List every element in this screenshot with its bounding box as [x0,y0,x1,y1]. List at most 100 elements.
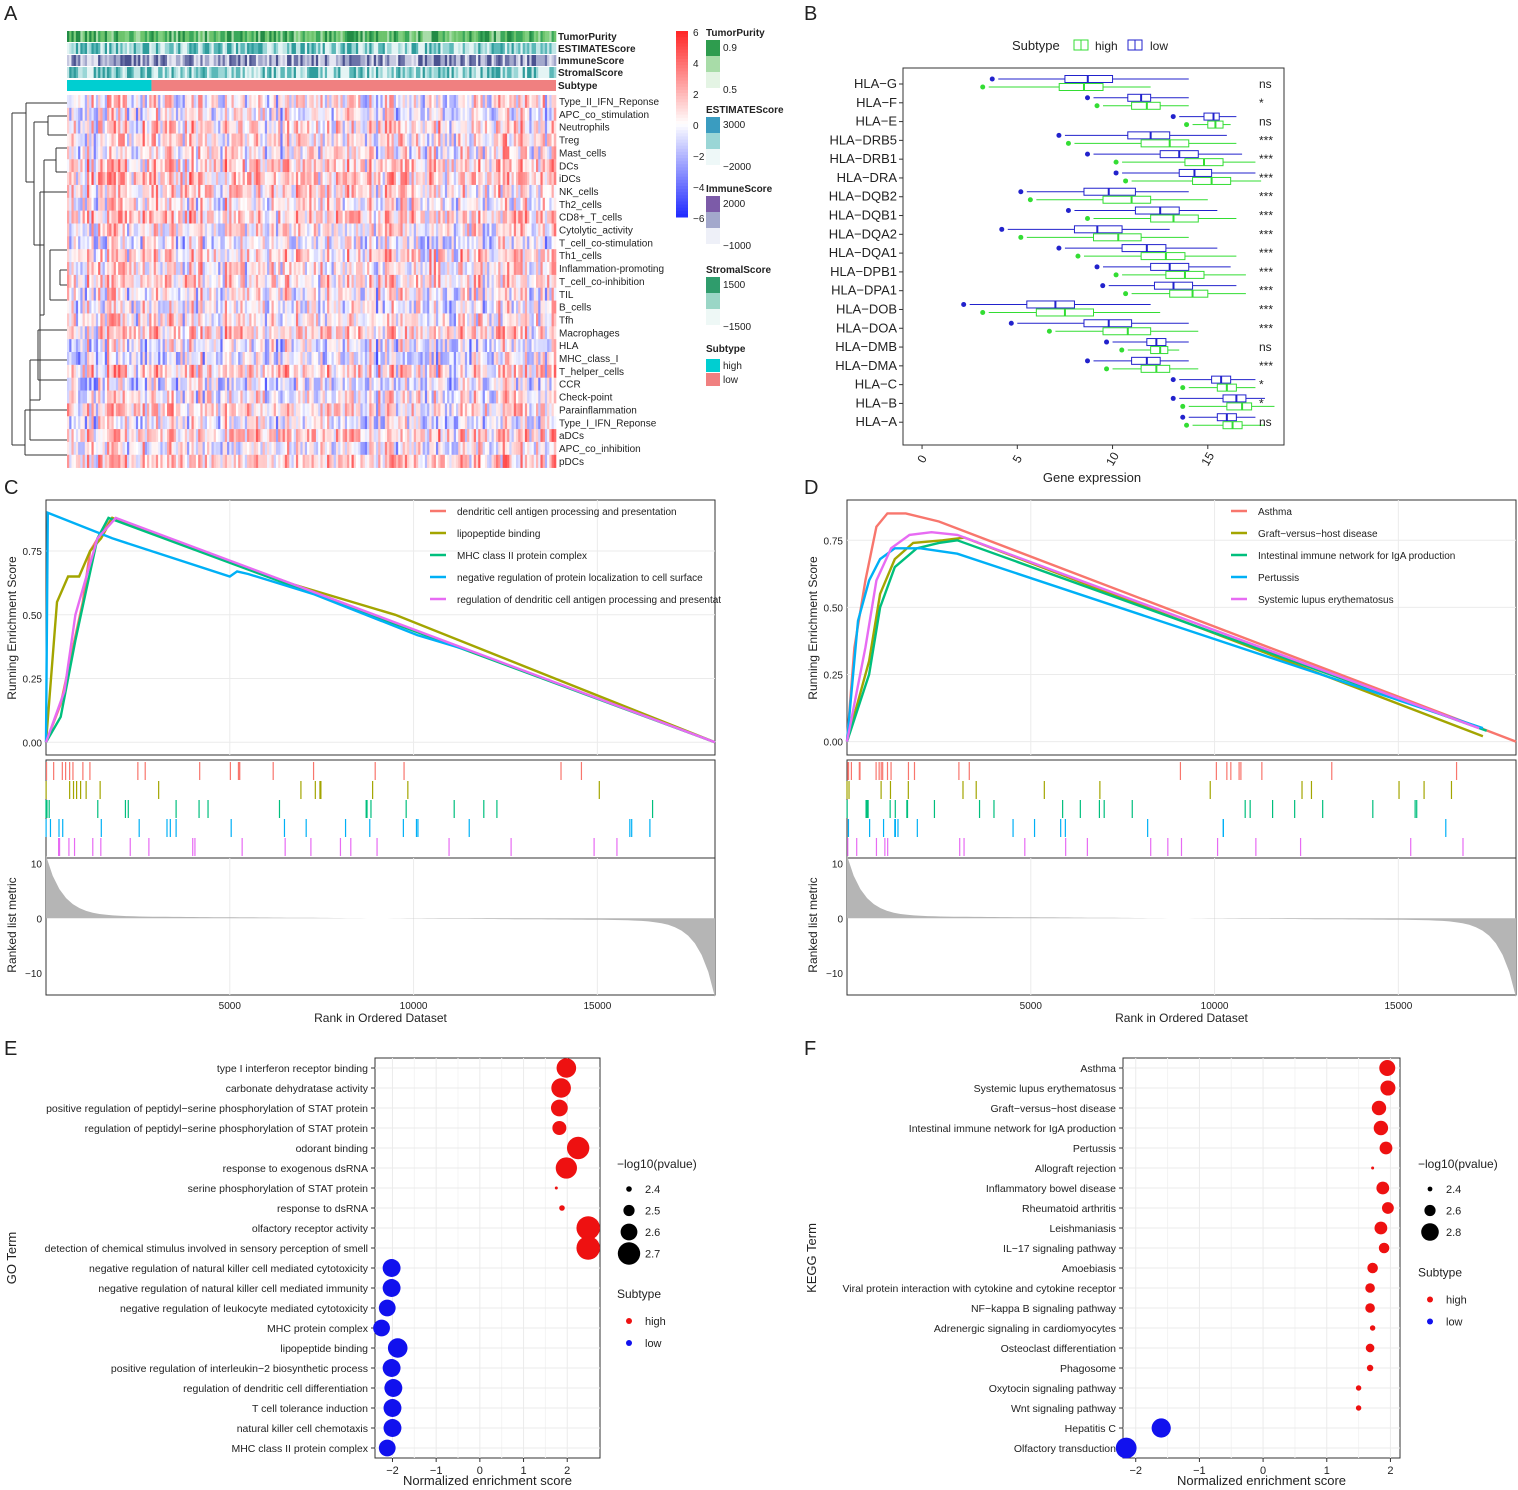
annotation-cell [527,31,530,42]
heatmap-cell [427,184,430,199]
annotation-cell [469,67,472,78]
heatmap-cell [275,300,279,314]
heatmap-cell [295,107,299,121]
heatmap-cell [353,210,357,224]
annotation-cell [320,31,323,42]
heatmap-cell [144,197,148,211]
heatmap-cell [467,313,470,327]
annotation-cell [258,43,261,54]
heatmap-cell [322,287,326,301]
heatmap-cell [342,107,346,121]
heatmap-cell [547,197,550,211]
heatmap-cell [115,159,119,173]
heatmap-cell [267,95,270,109]
heatmap-cell [269,172,272,186]
heatmap-cell [189,300,192,314]
heatmap-cell [449,120,452,134]
heatmap-cell [431,313,435,327]
heatmap-cell [227,236,230,250]
heatmap-cell [538,172,541,186]
heatmap-cell [347,197,350,211]
heatmap-cell [160,159,163,173]
annotation-cell [260,55,263,66]
heatmap-cell [418,300,421,314]
annotation-cell [133,55,137,66]
heatmap-cell [298,159,301,173]
heatmap-cell [313,223,317,237]
heatmap-cell [104,197,108,211]
heatmap-cell [373,300,377,314]
annotation-cell [167,67,170,78]
heatmap-cell [207,236,210,250]
heatmap-cell [509,210,512,224]
heatmap-cell [502,120,506,134]
heatmap-cell [340,210,343,224]
heatmap-cell [438,95,441,109]
annotation-cell [349,31,352,42]
heatmap-cell [311,107,315,121]
heatmap-cell [393,159,397,173]
annotation-cell [233,43,237,54]
heatmap-cell [144,120,148,134]
heatmap-cell [442,95,446,109]
heatmap-cell [180,146,183,160]
heatmap-cell [324,287,328,301]
heatmap-cell [387,133,390,147]
heatmap-cell [482,159,486,173]
heatmap-cell [391,133,395,147]
heatmap-cell [384,313,388,327]
heatmap-cell [453,120,457,134]
heatmap-cell [260,197,263,211]
heatmap-cell [338,300,341,314]
heatmap-cell [189,120,192,134]
heatmap-cell [111,184,114,199]
heatmap-cell [453,159,457,173]
heatmap-cell [429,159,432,173]
heatmap-cell [82,133,86,147]
heatmap-cell [544,236,548,250]
heatmap-cell [340,236,343,250]
heatmap-cell [218,223,221,237]
heatmap-cell [302,146,306,160]
annotation-cell [529,31,532,42]
heatmap-cell [527,133,530,147]
heatmap-cell [178,197,181,211]
heatmap-cell [240,326,243,340]
annotation-cell [178,31,181,42]
annotation-cell [207,67,210,78]
heatmap-cell [238,313,241,327]
heatmap-cell [429,107,432,121]
heatmap-cell [435,159,439,173]
heatmap-cell [495,184,499,199]
heatmap-cell [518,249,521,263]
annotation-cell [440,67,443,78]
heatmap-cell [349,262,352,276]
heatmap-cell [78,262,81,276]
annotation-cell [213,55,217,66]
heatmap-cell [478,159,481,173]
heatmap-cell [551,107,555,121]
heatmap-cell [380,274,383,289]
heatmap-cell [407,107,410,121]
heatmap-cell [249,223,252,237]
annotation-cell [269,43,272,54]
heatmap-cell [493,210,497,224]
heatmap-cell [464,236,468,250]
heatmap-cell [278,120,281,134]
heatmap-cell [480,159,483,173]
heatmap-cell [464,146,468,160]
heatmap-cell [167,172,170,186]
heatmap-cell [202,133,206,147]
heatmap-cell [333,210,337,224]
heatmap-cell [191,223,194,237]
heatmap-cell [402,133,406,147]
heatmap-cell [149,120,152,134]
heatmap-cell [444,159,448,173]
annotation-cell [75,55,79,66]
annotation-cell [233,55,237,66]
heatmap-cell [304,262,308,276]
heatmap-cell [451,287,455,301]
heatmap-cell [535,210,539,224]
heatmap-cell [133,95,137,109]
heatmap-cell [378,287,381,301]
